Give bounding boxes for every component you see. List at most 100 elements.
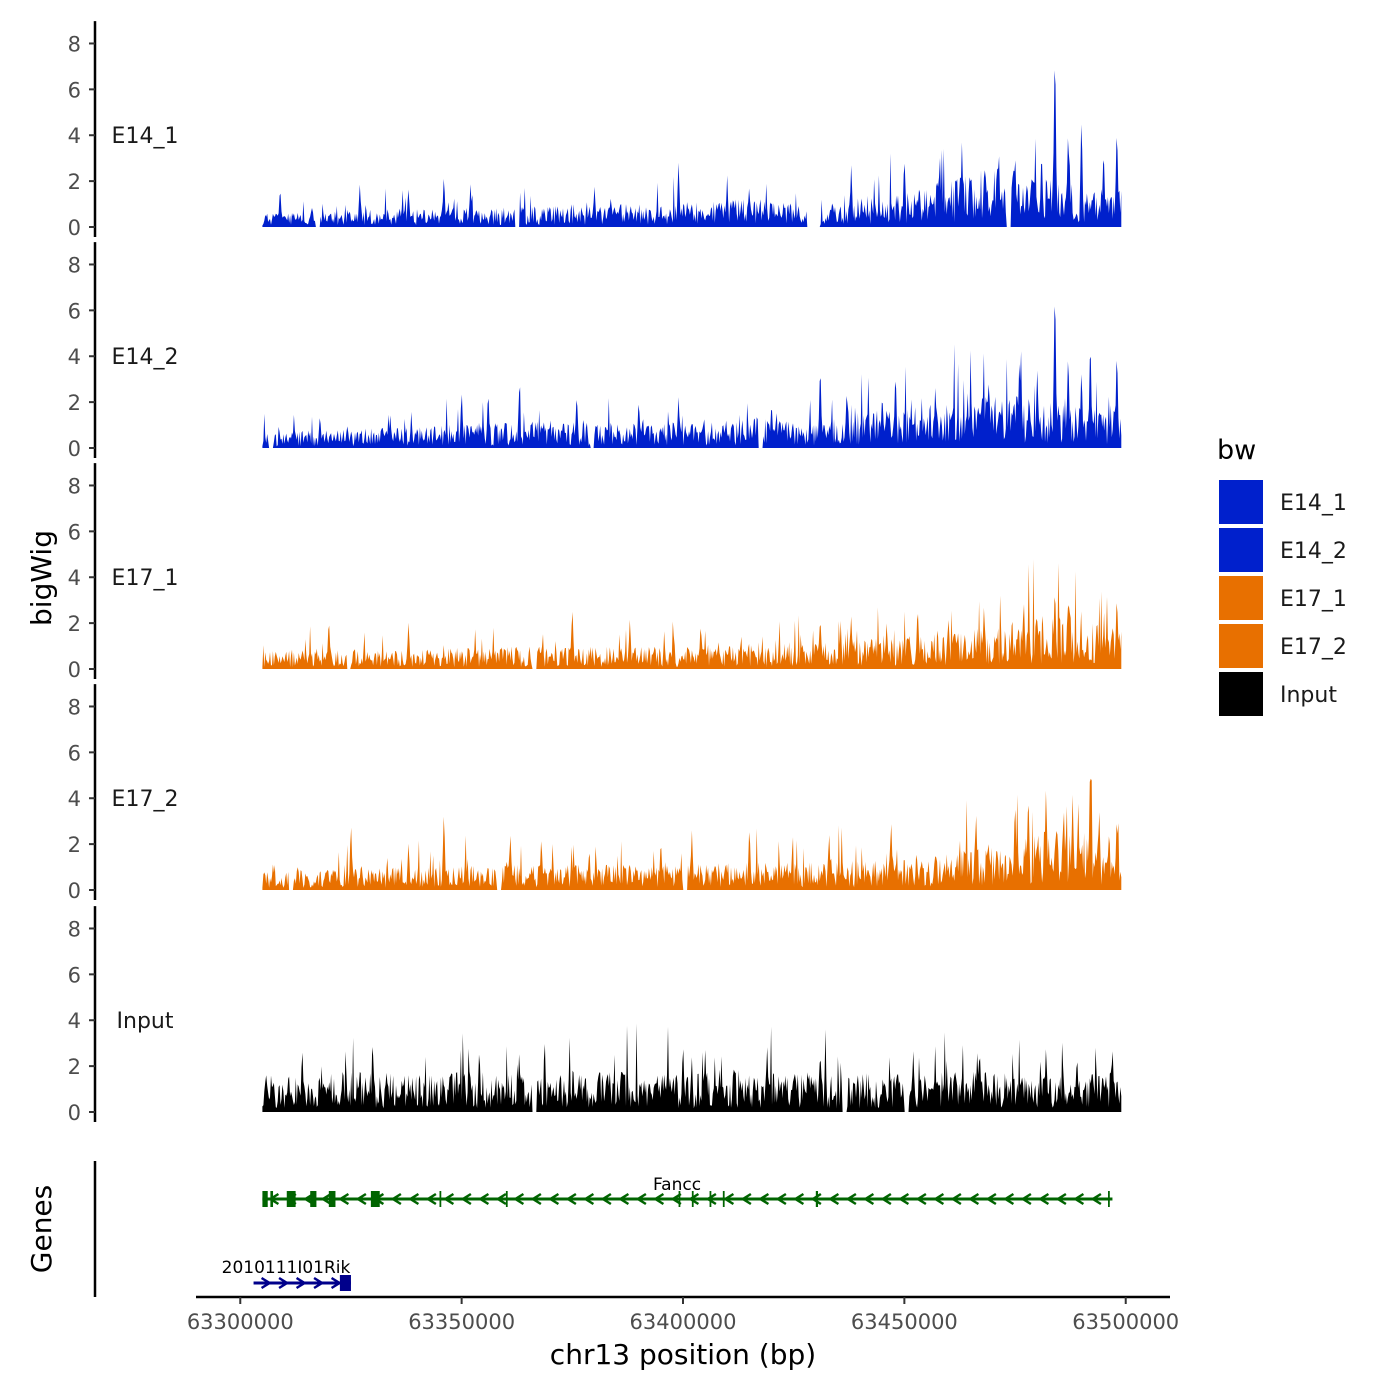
strand-arrow-icon xyxy=(793,1192,805,1206)
y-tick-label: 8 xyxy=(68,474,81,498)
track-label: E17_1 xyxy=(112,566,179,591)
strand-arrow-icon xyxy=(810,1192,822,1206)
gene-track: Fancc 2010111I01Rik xyxy=(93,1161,1113,1297)
signal-area-e17-2 xyxy=(262,778,1122,890)
legend-swatch-e17-2 xyxy=(1219,624,1263,668)
x-tick-label: 63400000 xyxy=(630,1310,737,1334)
y-tick-label: 0 xyxy=(68,879,81,903)
exon xyxy=(439,1191,442,1207)
strand-arrow-icon xyxy=(670,1192,682,1206)
signal-area-input xyxy=(262,1023,1122,1112)
strand-arrow-icon xyxy=(390,1192,402,1206)
strand-arrow-icon xyxy=(933,1192,945,1206)
legend-label: Input xyxy=(1280,683,1337,708)
y-tick-label: 0 xyxy=(68,658,81,682)
strand-arrow-icon xyxy=(705,1192,717,1206)
gene-track-title: Genes xyxy=(25,1185,58,1273)
strand-arrow-icon xyxy=(1003,1192,1015,1206)
gene-2010111i01rik: 2010111I01Rik xyxy=(222,1258,351,1291)
signal-area-e14-1 xyxy=(262,70,1122,228)
y-tick-label: 2 xyxy=(68,391,81,415)
strand-arrow-icon xyxy=(915,1192,927,1206)
strand-arrow-icon xyxy=(443,1192,455,1206)
legend-label: E14_1 xyxy=(1280,491,1347,516)
strand-arrow-icon xyxy=(338,1192,350,1206)
track-e17-2: 0 2 4 6 8 E17_2 xyxy=(68,684,1122,903)
y-tick-label: 6 xyxy=(68,963,81,987)
exon xyxy=(722,1191,725,1207)
exon xyxy=(678,1191,681,1207)
legend-swatch-e14-1 xyxy=(1219,480,1263,524)
exon xyxy=(691,1191,694,1207)
strand-arrow-icon xyxy=(565,1192,577,1206)
x-axis-title: chr13 position (bp) xyxy=(550,1338,816,1371)
strand-arrow-icon xyxy=(600,1192,612,1206)
strand-arrow-icon xyxy=(513,1192,525,1206)
y-tick-label: 6 xyxy=(68,299,81,323)
legend: bw E14_1 E14_2 E17_1 E17_2 Input xyxy=(1217,435,1347,716)
legend-swatch-e17-1 xyxy=(1219,576,1263,620)
strand-arrow-icon xyxy=(898,1192,910,1206)
exon xyxy=(270,1191,274,1207)
exon xyxy=(328,1191,336,1207)
track-label: E17_2 xyxy=(112,787,179,812)
track-e14-2: 0 2 4 6 8 E14_2 xyxy=(68,242,1122,461)
strand-arrow-icon xyxy=(968,1192,980,1206)
strand-arrow-icon xyxy=(635,1192,647,1206)
y-tick-label: 6 xyxy=(68,78,81,102)
y-tick-label: 2 xyxy=(68,170,81,194)
signal-tracks: 0 2 4 6 8 E14_1 0 2 4 6 8 E14_2 0 2 4 6 8 E17_1 0 2 4 6 8 E17_2… xyxy=(68,21,1122,1125)
strand-arrow-icon xyxy=(1090,1192,1102,1206)
y-tick-label: 6 xyxy=(68,520,81,544)
y-tick-label: 4 xyxy=(68,124,81,148)
strand-arrow-icon xyxy=(758,1192,770,1206)
y-axis-title: bigWig xyxy=(25,530,58,626)
strand-arrow-icon xyxy=(583,1192,595,1206)
strand-arrow-icon xyxy=(880,1192,892,1206)
track-e17-1: 0 2 4 6 8 E17_1 xyxy=(68,463,1122,682)
x-tick-label: 63500000 xyxy=(1072,1310,1179,1334)
y-tick-label: 2 xyxy=(68,612,81,636)
strand-arrow-icon xyxy=(320,1192,332,1206)
strand-arrow-icon xyxy=(1020,1192,1032,1206)
strand-arrow-icon xyxy=(863,1192,875,1206)
exon xyxy=(1108,1191,1110,1207)
strand-arrow-icon xyxy=(688,1192,700,1206)
track-label: Input xyxy=(117,1009,174,1034)
signal-area-e14-2 xyxy=(262,306,1122,448)
track-input: 0 2 4 6 8 Input xyxy=(68,906,1122,1125)
strand-arrow-icon xyxy=(985,1192,997,1206)
strand-arrow-icon xyxy=(723,1192,735,1206)
track-label: E14_1 xyxy=(112,124,179,149)
signal-area-e17-1 xyxy=(262,559,1122,669)
strand-arrow-icon xyxy=(408,1192,420,1206)
strand-arrow-icon xyxy=(1073,1192,1085,1206)
strand-arrow-icon xyxy=(495,1192,507,1206)
y-tick-label: 8 xyxy=(68,253,81,277)
exon xyxy=(709,1191,712,1207)
track-e14-1: 0 2 4 6 8 E14_1 xyxy=(68,21,1122,240)
strand-arrow-icon xyxy=(530,1192,542,1206)
exon xyxy=(339,1275,351,1291)
strand-arrow-icon xyxy=(618,1192,630,1206)
strand-arrow-icon xyxy=(478,1192,490,1206)
gene-label: Fancc xyxy=(653,1175,701,1195)
gene-label: 2010111I01Rik xyxy=(222,1258,351,1278)
strand-arrow-icon xyxy=(295,1276,307,1290)
strand-arrow-icon xyxy=(313,1276,325,1290)
y-tick-label: 8 xyxy=(68,32,81,56)
legend-title: bw xyxy=(1217,435,1256,466)
legend-label: E17_2 xyxy=(1280,635,1347,660)
y-tick-label: 0 xyxy=(68,1101,81,1125)
y-tick-label: 2 xyxy=(68,1055,81,1079)
x-tick-label: 63350000 xyxy=(408,1310,515,1334)
y-tick-label: 4 xyxy=(68,1009,81,1033)
y-tick-label: 2 xyxy=(68,833,81,857)
y-tick-label: 0 xyxy=(68,216,81,240)
strand-arrow-icon xyxy=(355,1192,367,1206)
y-tick-label: 0 xyxy=(68,437,81,461)
y-tick-label: 4 xyxy=(68,566,81,590)
y-tick-label: 8 xyxy=(68,917,81,941)
x-tick-label: 63300000 xyxy=(187,1310,294,1334)
